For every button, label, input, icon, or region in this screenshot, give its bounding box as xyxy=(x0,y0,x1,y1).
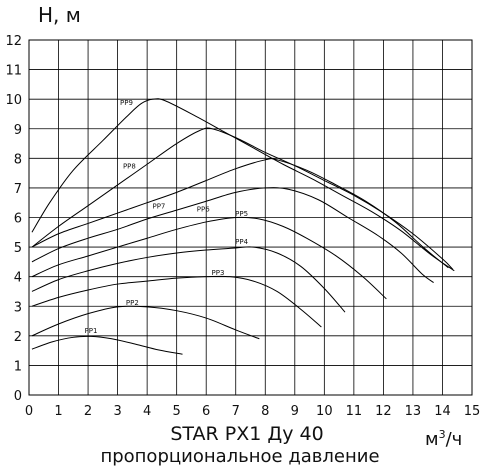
curve-pp3 xyxy=(31,275,322,328)
curve-label-pp1: PP1 xyxy=(85,327,98,335)
x-tick-label: 13 xyxy=(405,404,422,419)
x-tick-label: 3 xyxy=(113,404,121,419)
curve-label-pp2: PP2 xyxy=(126,299,139,307)
chart-subtitle: пропорциональное давление xyxy=(100,446,379,467)
y-tick-label: 9 xyxy=(14,123,22,138)
x-tick-label: 1 xyxy=(54,404,62,419)
x-axis-label: м3/ч xyxy=(425,428,462,450)
curve-pp8 xyxy=(31,127,454,270)
x-tick-label: 4 xyxy=(143,404,151,419)
y-tick-label: 0 xyxy=(14,389,22,404)
x-tick-label: 14 xyxy=(434,404,451,419)
y-tick-label: 11 xyxy=(5,64,22,79)
x-tick-label: 5 xyxy=(173,404,181,419)
curve-label-pp9: PP9 xyxy=(120,99,133,107)
y-tick-label: 3 xyxy=(14,300,22,315)
plot-frame xyxy=(28,39,473,396)
x-tick-label: 7 xyxy=(232,404,240,419)
curve-pp6 xyxy=(31,187,434,283)
x-axis-label-base: м xyxy=(425,429,439,450)
x-tick-label: 0 xyxy=(25,404,33,419)
x-tick-label: 6 xyxy=(202,404,210,419)
x-tick-label: 8 xyxy=(261,404,269,419)
curve-pp5 xyxy=(31,216,387,300)
pump-curves xyxy=(31,98,455,355)
y-tick-label: 6 xyxy=(14,212,22,227)
curve-label-pp3: PP3 xyxy=(212,269,225,277)
chart-grid xyxy=(28,39,473,396)
curve-label-pp6: PP6 xyxy=(197,206,210,214)
x-tick-label: 9 xyxy=(291,404,299,419)
y-axis-label: H, м xyxy=(38,3,81,27)
x-axis-label-superscript: 3 xyxy=(439,428,446,441)
y-tick-label: 12 xyxy=(5,34,22,49)
x-axis-label-tail: /ч xyxy=(446,429,463,450)
curve-pp2 xyxy=(31,305,260,340)
y-tick-label: 1 xyxy=(14,359,22,374)
x-tick-label: 12 xyxy=(375,404,392,419)
curve-label-pp4: PP4 xyxy=(235,238,248,246)
curve-pp1 xyxy=(31,335,183,355)
x-tick-label: 15 xyxy=(464,404,481,419)
y-tick-label: 4 xyxy=(14,271,22,286)
y-tick-label: 8 xyxy=(14,152,22,167)
curve-label-pp5: PP5 xyxy=(235,210,248,218)
curve-pp4 xyxy=(31,246,346,313)
x-tick-label: 11 xyxy=(346,404,363,419)
curve-pp9 xyxy=(31,98,455,272)
curve-labels: PP1 PP2 PP3 PP4 PP5 PP6 PP7 PP8 PP9 xyxy=(85,99,249,335)
y-tick-label: 5 xyxy=(14,241,22,256)
y-tick-label: 2 xyxy=(14,330,22,345)
x-tick-label: 10 xyxy=(316,404,333,419)
x-tick-label: 2 xyxy=(84,404,92,419)
y-tick-label: 10 xyxy=(5,93,22,108)
y-tick-label: 7 xyxy=(14,182,22,197)
chart-title: STAR PX1 Ду 40 xyxy=(170,423,323,445)
curve-label-pp8: PP8 xyxy=(123,163,136,171)
curve-label-pp7: PP7 xyxy=(152,203,165,211)
